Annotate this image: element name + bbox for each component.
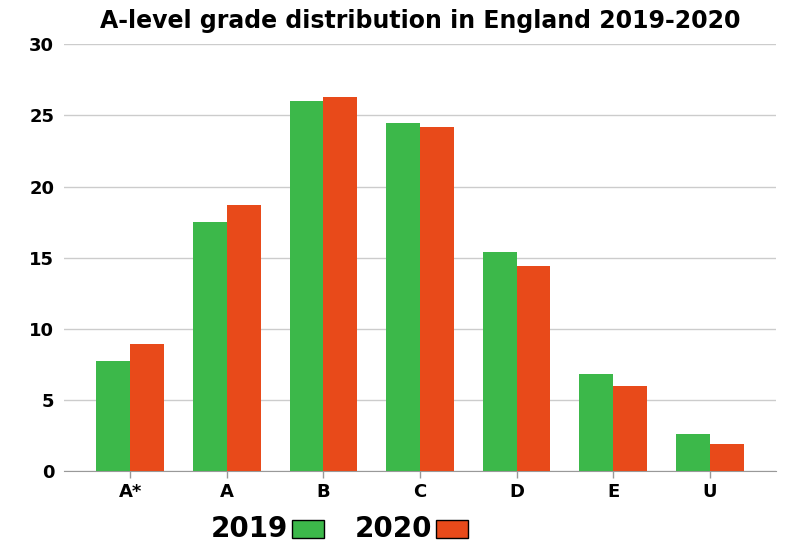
Bar (579, 374, 614, 471)
Bar (290, 101, 323, 471)
Bar (614, 386, 647, 471)
Bar (193, 222, 226, 471)
Bar (710, 444, 744, 471)
Bar (386, 122, 420, 471)
Bar (420, 127, 454, 471)
Text: 2020: 2020 (354, 515, 432, 543)
Bar (130, 345, 164, 471)
Bar (676, 434, 710, 471)
Bar (323, 97, 358, 471)
Title: A-level grade distribution in England 2019-2020: A-level grade distribution in England 20… (100, 9, 740, 33)
Text: 2019: 2019 (210, 515, 288, 543)
Bar (96, 361, 130, 471)
Bar (517, 266, 550, 471)
Bar (226, 205, 261, 471)
Bar (482, 252, 517, 471)
